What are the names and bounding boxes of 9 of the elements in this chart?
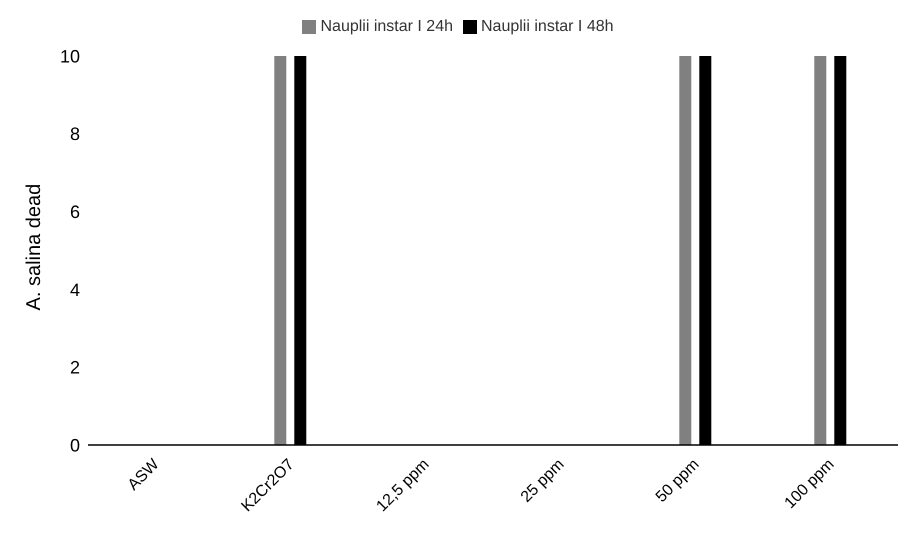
y-axis-title: A. salina dead [23,184,46,310]
y-tick-label: 8 [70,124,80,144]
y-tick-label: 4 [70,280,80,300]
y-tick-label: 10 [60,46,80,66]
y-tick-label: 2 [70,358,80,378]
y-tick-label: 0 [70,435,80,456]
legend-label: Nauplii instar I 48h [481,18,614,35]
legend-label: Nauplii instar I 24h [320,18,453,35]
y-tick-label: 6 [70,202,80,222]
